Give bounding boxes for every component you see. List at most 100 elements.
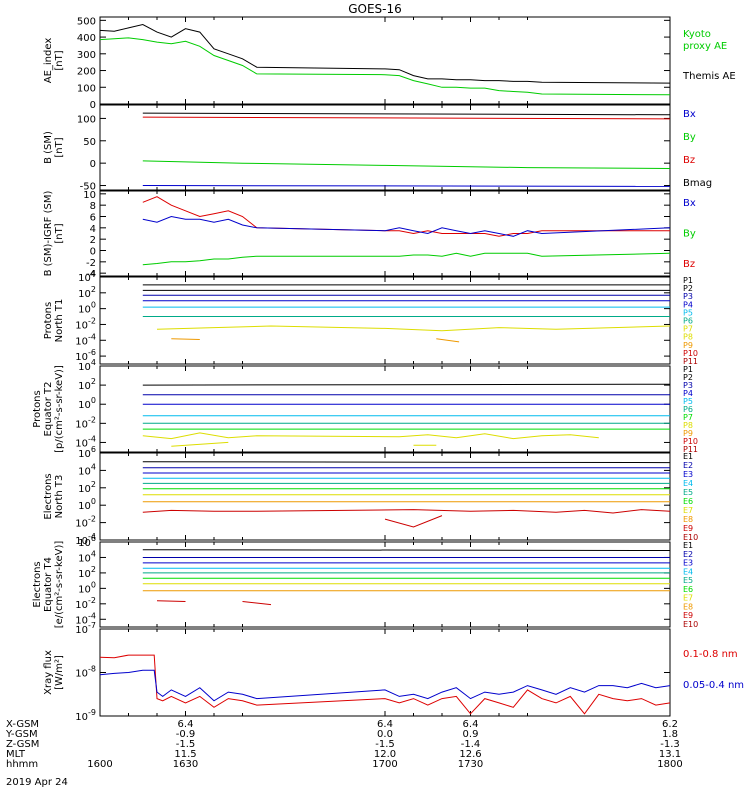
series-line-bx	[142, 215, 671, 237]
legend-item: E2	[683, 461, 693, 470]
panel-frame	[99, 365, 671, 453]
table-cell: 1730	[458, 759, 483, 770]
y-tick-label: 200	[77, 67, 96, 78]
legend-item: Bz	[683, 259, 695, 270]
y-tick-label: 100	[77, 83, 96, 94]
series-line-p1	[142, 383, 671, 386]
series-line-bmag	[142, 112, 671, 116]
y-tick-label: 0	[90, 247, 96, 258]
legend-item: P3	[683, 381, 693, 390]
table-cell: 0.0	[377, 729, 393, 740]
legend-item: E6	[683, 497, 693, 506]
legend-item: E7	[683, 506, 693, 515]
legend-item: E10	[683, 620, 698, 629]
series-line-p9	[436, 338, 460, 343]
legend-item: P5	[683, 397, 693, 406]
legend-item: P6	[683, 317, 693, 326]
y-tick-label: 102	[78, 285, 96, 300]
table-cell: 1700	[372, 759, 397, 770]
legend-item: Themis AE	[682, 71, 736, 82]
legend-item: E5	[683, 576, 693, 585]
y-tick-label: 8	[90, 201, 96, 212]
legend-item: Bmag	[683, 178, 712, 189]
series-line-bx	[142, 185, 671, 187]
y-tick-label: -4	[86, 269, 96, 280]
series-line-kyoto-proxy-ae	[99, 37, 671, 96]
series-line-themis-ae	[99, 23, 671, 84]
legend-item: E3	[683, 559, 693, 568]
legend-item: By	[683, 132, 696, 143]
panel-2: 100 50 0 -50 B (SM)[nT] Bx By Bz Bmag	[43, 104, 712, 193]
series-line-e9	[142, 509, 671, 514]
y-tick-label: 10-2	[75, 515, 96, 530]
table-cell: 11.5	[174, 749, 196, 760]
table-cell: 6.4	[463, 719, 479, 730]
panel-frame	[99, 190, 671, 277]
y-tick-label: 4	[90, 224, 96, 235]
table-cell: 6.4	[178, 719, 194, 730]
legend-item: E3	[683, 470, 693, 479]
series-line-e9	[156, 600, 186, 602]
series-line-p8	[171, 441, 229, 447]
legend-item: P3	[683, 292, 693, 301]
legend-item: E8	[683, 602, 693, 611]
legend-item: E7	[683, 594, 693, 603]
y-tick-label: 100	[78, 580, 96, 595]
y-tick-label: 0	[90, 159, 96, 170]
legend-item: Bx	[683, 198, 696, 209]
y-tick-label: 100	[78, 497, 96, 512]
legend-item: P8	[683, 333, 693, 342]
y-axis-label: ProtonsNorth T1	[43, 299, 65, 343]
y-tick-label: 104	[78, 549, 96, 564]
y-tick-label: 10	[83, 190, 96, 201]
table-cell: 1.8	[662, 729, 678, 740]
y-tick-label: 10-9	[75, 708, 96, 723]
legend-item: E1	[683, 452, 693, 461]
table-row-label: Y-GSM	[5, 729, 38, 740]
series-line-p7	[156, 325, 671, 332]
table-row-label: X-GSM	[6, 719, 39, 730]
legend-item: E5	[683, 488, 693, 497]
y-tick-label: 100	[77, 114, 96, 125]
legend-item: E10	[683, 533, 698, 542]
legend-item: P4	[683, 300, 693, 309]
y-tick-label: 102	[78, 480, 96, 495]
y-tick-label: 6	[90, 213, 96, 224]
y-tick-label: -2	[86, 258, 96, 269]
y-tick-label: 0	[90, 100, 96, 111]
y-axis-label: Xray flux[W/m²]	[43, 650, 65, 695]
series-line-bz	[142, 116, 671, 120]
legend-item: E4	[683, 479, 693, 488]
legend-item: E9	[683, 524, 693, 533]
table-cell: -1.5	[375, 739, 395, 750]
legend-item: P10	[683, 437, 698, 446]
legend-item: P9	[683, 341, 693, 350]
legend-item: E6	[683, 585, 693, 594]
y-tick-label: 50	[83, 137, 96, 148]
series-line-e1	[142, 461, 671, 464]
table-row-label: Z-GSM	[6, 739, 39, 750]
legend-item: P7	[683, 325, 693, 334]
y-tick-label: 104	[78, 462, 96, 477]
legend-item: P7	[683, 413, 693, 422]
legend-item: P4	[683, 389, 693, 398]
y-axis-label: ElectronsNorth T3	[43, 473, 65, 519]
series-line-e10	[242, 601, 272, 606]
table-cell: -1.3	[660, 739, 680, 750]
y-tick-label: 2	[90, 235, 96, 246]
legend-item: Bx	[683, 109, 696, 120]
legend-item: P1	[683, 276, 693, 285]
legend-item: P6	[683, 405, 693, 414]
legend-item: P2	[683, 373, 693, 382]
series-line-e1	[142, 549, 671, 551]
legend-item: P9	[683, 429, 693, 438]
legend-item: P5	[683, 308, 693, 317]
legend-item: P11	[683, 357, 698, 366]
legend-item: E2	[683, 550, 693, 559]
